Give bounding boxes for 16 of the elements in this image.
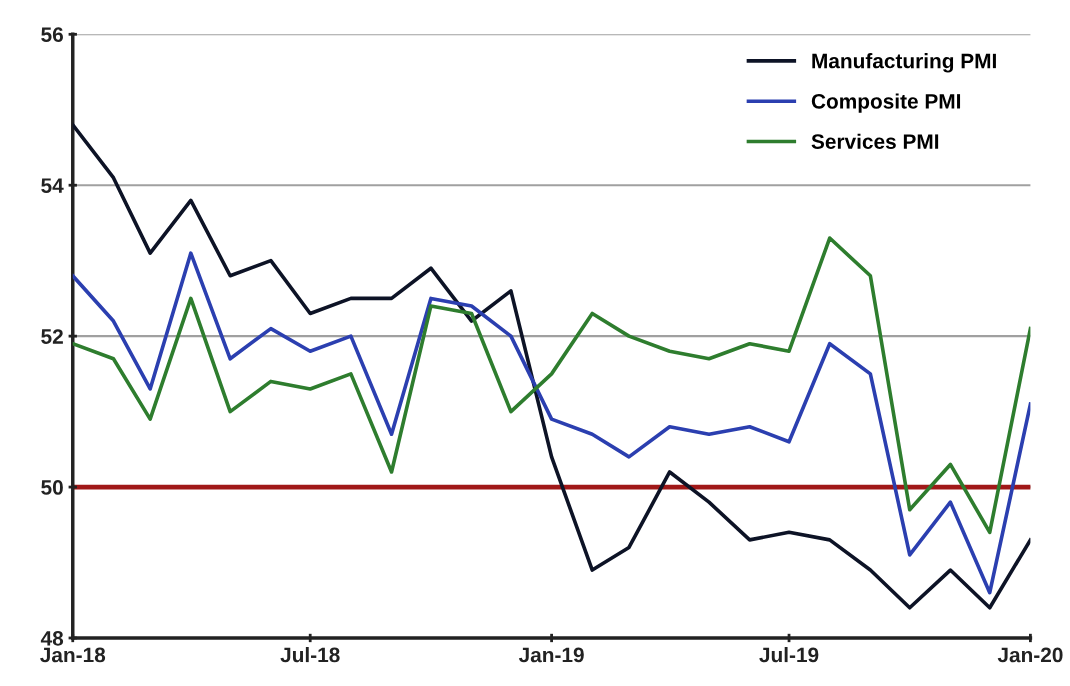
x-tick-label: Jan-19 — [518, 647, 584, 663]
y-tick-label: 54 — [41, 178, 64, 193]
legend-label: Manufacturing PMI — [812, 53, 996, 73]
y-tick-label: 50 — [41, 480, 63, 495]
line-series — [72, 123, 1031, 610]
y-tick-label: 56 — [41, 27, 63, 43]
x-tick-label: Jan-18 — [40, 647, 106, 663]
line-series — [72, 251, 1031, 595]
x-tick-label: Jul-18 — [280, 647, 340, 663]
x-tick-label: Jan-20 — [997, 647, 1063, 663]
y-tick-label: 52 — [41, 329, 63, 344]
legend-label: Composite PMI — [811, 93, 961, 113]
legend-label: Services PMI — [811, 133, 939, 149]
y-tick-label: 48 — [40, 630, 64, 646]
x-tick-label: Jul-19 — [759, 647, 819, 663]
line-series — [72, 236, 1031, 535]
